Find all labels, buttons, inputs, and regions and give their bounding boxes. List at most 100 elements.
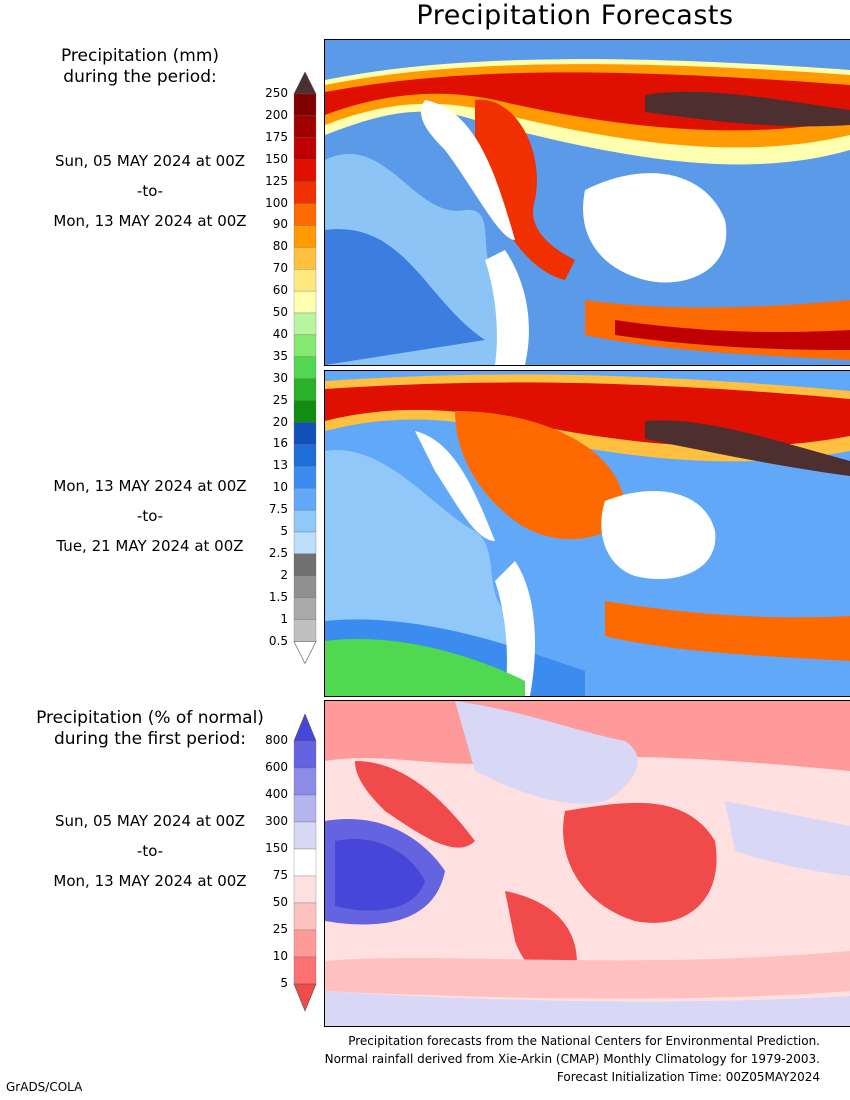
precip-colorbar-tick-label: 150 bbox=[265, 151, 288, 166]
precip-colorbar-tick-label: 50 bbox=[272, 305, 288, 319]
precip-colorbar-bin bbox=[293, 553, 317, 576]
precip-colorbar-tick-label: 25 bbox=[272, 392, 288, 407]
footer-line-source: Precipitation forecasts from the Nationa… bbox=[348, 1034, 820, 1048]
pct-colorbar-tick-label: 300 bbox=[265, 814, 288, 828]
period2-start: Mon, 13 MAY 2024 at 00Z bbox=[53, 477, 247, 495]
pct-colorbar-tick-label: 50 bbox=[272, 895, 288, 909]
precip-colorbar-bin bbox=[293, 422, 317, 445]
pct-colorbar-bin bbox=[293, 794, 317, 823]
precip-colorbar-bin bbox=[293, 356, 317, 379]
pct-colorbar-tick-label: 10 bbox=[272, 949, 288, 963]
footer-notes: Precipitation forecasts from the Nationa… bbox=[325, 1032, 820, 1086]
pct-colorbar-tick-label: 25 bbox=[272, 922, 288, 936]
precip-colorbar-tick-label: 5 bbox=[280, 524, 288, 538]
precip-colorbar-tick-label: 16 bbox=[272, 436, 288, 451]
precip-colorbar-bin bbox=[293, 488, 317, 511]
precip-colorbar-bin bbox=[293, 619, 317, 642]
pct-colorbar-bin bbox=[293, 956, 317, 985]
precip-colorbar-bin bbox=[293, 509, 317, 533]
precip-map-period1 bbox=[324, 39, 850, 366]
precip-colorbar-bin bbox=[293, 115, 317, 138]
precip-colorbar-tick-label: 1 bbox=[280, 611, 288, 626]
precip-colorbar-bin bbox=[293, 159, 317, 182]
precip-legend-header: Precipitation (mm) during the period: bbox=[40, 46, 240, 88]
precip-colorbar-bin bbox=[293, 247, 317, 270]
precip-colorbar-bin bbox=[293, 444, 317, 467]
pct-colorbar-tick-label: 75 bbox=[272, 868, 288, 882]
precip-colorbar-bin bbox=[293, 312, 317, 336]
precip-colorbar-tick-label: 125 bbox=[265, 173, 288, 188]
pct-colorbar-tick-label: 5 bbox=[280, 976, 288, 990]
precip-colorbar-tick-label: 20 bbox=[272, 414, 288, 429]
pct-colorbar-bin bbox=[293, 740, 317, 769]
precip-colorbar-tick-label: 40 bbox=[272, 326, 288, 341]
period3-end: Mon, 13 MAY 2024 at 00Z bbox=[53, 872, 247, 890]
precip-colorbar-bin bbox=[293, 225, 317, 248]
period3-sep: -to- bbox=[136, 842, 164, 860]
precip-colorbar-bin bbox=[293, 531, 317, 555]
page-title: Precipitation Forecasts bbox=[416, 0, 734, 31]
precip-colorbar-bin bbox=[293, 466, 317, 489]
precip-colorbar-tick-label: 175 bbox=[265, 129, 288, 144]
pct-colorbar-tick-label: 800 bbox=[265, 733, 288, 747]
pct-colorbar-arrow-bottom bbox=[293, 983, 317, 1012]
precip-legend-title: Precipitation (mm) bbox=[60, 46, 220, 66]
pct-colorbar-bin bbox=[293, 821, 317, 850]
precip-colorbar-tick-label: 30 bbox=[272, 370, 288, 385]
pct-colorbar bbox=[293, 714, 317, 1012]
period1-start: Sun, 05 MAY 2024 at 00Z bbox=[54, 152, 246, 170]
pct-colorbar-tick-label: 400 bbox=[265, 787, 288, 801]
precip-colorbar-tick-label: 2.5 bbox=[268, 545, 288, 560]
precip-colorbar-tick-label: 35 bbox=[272, 348, 288, 363]
pct-colorbar-bin bbox=[293, 929, 317, 958]
precip-colorbar bbox=[293, 72, 317, 665]
pct-colorbar-bin bbox=[293, 767, 317, 796]
precip-colorbar-bin bbox=[293, 290, 317, 314]
precip-legend-subtitle: during the period: bbox=[63, 67, 217, 87]
precip-colorbar-bin bbox=[293, 93, 317, 117]
precip-colorbar-tick-label: 70 bbox=[272, 261, 288, 276]
pct-legend-header: Precipitation (% of normal) during the f… bbox=[12, 708, 288, 750]
pct-colorbar-bin bbox=[293, 848, 317, 877]
precip-colorbar-tick-label: 1.5 bbox=[268, 589, 288, 604]
precip-colorbar-tick-label: 10 bbox=[272, 480, 288, 495]
precip-colorbar-bin bbox=[293, 137, 317, 160]
pct-colorbar-bin bbox=[293, 902, 317, 931]
precip-colorbar-arrow-bottom bbox=[293, 641, 317, 665]
precip-colorbar-bin bbox=[293, 575, 317, 598]
pct-legend-title: Precipitation (% of normal) bbox=[36, 708, 264, 728]
precip-colorbar-tick-label: 250 bbox=[265, 86, 288, 100]
precip-colorbar-tick-label: 200 bbox=[265, 107, 288, 122]
precip-colorbar-tick-label: 2 bbox=[280, 567, 288, 582]
period1-sep: -to- bbox=[136, 182, 164, 200]
precip-colorbar-arrow-top bbox=[293, 72, 317, 95]
precip-colorbar-bin bbox=[293, 203, 317, 226]
pct-colorbar-arrow-top bbox=[293, 714, 317, 742]
pct-colorbar-tick-label: 150 bbox=[265, 841, 288, 855]
footer-line-climatology: Normal rainfall derived from Xie-Arkin (… bbox=[324, 1052, 820, 1066]
precip-colorbar-tick-label: 13 bbox=[272, 458, 288, 473]
precip-colorbar-tick-label: 7.5 bbox=[268, 502, 288, 517]
precip-colorbar-bin bbox=[293, 181, 317, 204]
pct-legend-subtitle: during the first period: bbox=[53, 729, 247, 749]
precip-colorbar-bin bbox=[293, 378, 317, 401]
grads-credit: GrADS/COLA bbox=[6, 1080, 83, 1094]
period1-end: Mon, 13 MAY 2024 at 00Z bbox=[53, 212, 247, 230]
pct-colorbar-bin bbox=[293, 875, 317, 904]
precip-colorbar-bin bbox=[293, 269, 317, 292]
precip-colorbar-tick-label: 0.5 bbox=[268, 633, 288, 648]
precip-colorbar-tick-label: 90 bbox=[272, 217, 288, 232]
pct-colorbar-tick-label: 600 bbox=[265, 760, 288, 774]
precip-colorbar-bin bbox=[293, 334, 317, 357]
precip-colorbar-bin bbox=[293, 400, 317, 423]
precip-colorbar-tick-label: 80 bbox=[272, 239, 288, 254]
precip-colorbar-tick-label: 60 bbox=[272, 283, 288, 298]
footer-line-init-time: Forecast Initialization Time: 00Z05MAY20… bbox=[556, 1070, 820, 1084]
period2-sep: -to- bbox=[136, 507, 164, 525]
period3-start: Sun, 05 MAY 2024 at 00Z bbox=[54, 812, 246, 830]
precip-colorbar-bin bbox=[293, 597, 317, 620]
pct-normal-map bbox=[324, 700, 850, 1027]
period2-end: Tue, 21 MAY 2024 at 00Z bbox=[56, 537, 244, 555]
precip-map-period2 bbox=[324, 370, 850, 697]
precip-colorbar-tick-label: 100 bbox=[265, 195, 288, 210]
